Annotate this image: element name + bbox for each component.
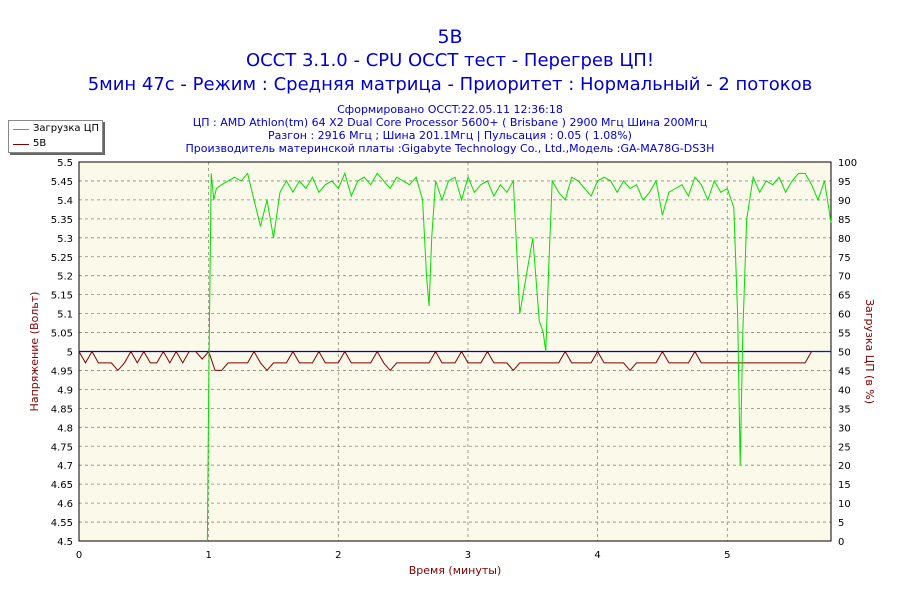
y-tick-label: 5.1 bbox=[57, 310, 73, 321]
info-generated: Сформировано OCCT:22.05.11 12:36:18 bbox=[337, 103, 563, 116]
y2-tick-label: 85 bbox=[838, 215, 851, 226]
y-tick-label: 5 bbox=[67, 348, 73, 359]
y-tick-label: 4.8 bbox=[57, 423, 73, 434]
y2-tick-label: 100 bbox=[838, 158, 857, 169]
y-tick-label: 4.7 bbox=[57, 461, 73, 472]
y-axis-label: Напряжение (Вольт) bbox=[28, 292, 41, 412]
y2-tick-label: 55 bbox=[838, 329, 851, 340]
chart-title-line1: 5В bbox=[437, 26, 463, 48]
y2-tick-label: 50 bbox=[838, 348, 851, 359]
y2-tick-label: 10 bbox=[838, 499, 851, 510]
y2-tick-label: 90 bbox=[838, 196, 851, 207]
series-line-5v bbox=[78, 350, 831, 372]
y-tick-label: 4.5 bbox=[57, 537, 73, 548]
y2-tick-label: 15 bbox=[838, 480, 851, 491]
y2-tick-label: 70 bbox=[838, 272, 851, 283]
y-tick-label: 5.05 bbox=[51, 329, 73, 340]
y-tick-label: 5.5 bbox=[57, 158, 73, 169]
info-cpu: ЦП : AMD Athlon(tm) 64 X2 Dual Core Proc… bbox=[192, 116, 708, 129]
y2-tick-label: 25 bbox=[838, 442, 851, 453]
y2-tick-label: 0 bbox=[838, 537, 844, 548]
x-tick-label: 3 bbox=[465, 550, 471, 561]
info-motherboard: Производитель материнской платы :Gigabyt… bbox=[185, 142, 715, 155]
y-tick-label: 4.6 bbox=[57, 499, 73, 510]
y2-tick-label: 60 bbox=[838, 310, 851, 321]
y-tick-label: 5.15 bbox=[51, 291, 73, 302]
x-tick-label: 0 bbox=[76, 550, 82, 561]
legend-item-5v: 5В bbox=[9, 137, 102, 151]
y2-tick-label: 35 bbox=[838, 404, 851, 415]
info-overclock: Разгон : 2916 Мгц ; Шина 201.1Мгц | Пуль… bbox=[268, 129, 632, 142]
x-axis-label: Время (минуты) bbox=[409, 564, 502, 577]
y-tick-label: 5.25 bbox=[51, 253, 73, 264]
y-tick-label: 5.35 bbox=[51, 215, 73, 226]
y2-tick-label: 20 bbox=[838, 461, 851, 472]
chart-title-line3: 5мин 47с - Режим : Средняя матрица - При… bbox=[87, 74, 813, 95]
y-tick-label: 4.95 bbox=[51, 366, 73, 377]
y2-tick-label: 65 bbox=[838, 291, 851, 302]
y2-tick-label: 80 bbox=[838, 234, 851, 245]
y2-tick-label: 5 bbox=[838, 518, 844, 529]
y2-tick-label: 30 bbox=[838, 423, 851, 434]
x-tick-label: 4 bbox=[594, 550, 600, 561]
legend-label-5v: 5В bbox=[33, 138, 47, 149]
x-tick-label: 1 bbox=[205, 550, 211, 561]
y2-tick-label: 45 bbox=[838, 366, 851, 377]
x-tick-label: 5 bbox=[724, 550, 730, 561]
y-tick-label: 4.55 bbox=[51, 518, 73, 529]
y-tick-label: 5.2 bbox=[57, 272, 73, 283]
series-line-cpu-load bbox=[206, 171, 832, 542]
y-tick-label: 4.75 bbox=[51, 442, 73, 453]
legend: Загрузка ЦП 5В bbox=[8, 120, 103, 153]
y-tick-label: 4.9 bbox=[57, 385, 73, 396]
y2-tick-label: 95 bbox=[838, 177, 851, 188]
chart-title-line2: OCCT 3.1.0 - CPU OCCT тест - Перегрев ЦП… bbox=[245, 50, 655, 71]
legend-label-cpu-load: Загрузка ЦП bbox=[33, 123, 100, 134]
y-tick-label: 5.3 bbox=[57, 234, 73, 245]
legend-item-cpu-load: Загрузка ЦП bbox=[9, 122, 102, 136]
legend-swatch-cpu-load bbox=[13, 129, 29, 130]
y-tick-label: 4.85 bbox=[51, 404, 73, 415]
y-tick-label: 5.45 bbox=[51, 177, 73, 188]
y2-tick-label: 40 bbox=[838, 385, 851, 396]
y-tick-label: 5.4 bbox=[57, 196, 73, 207]
y2-axis-label: Загрузка ЦП (в %) bbox=[863, 299, 876, 404]
y-tick-label: 4.65 bbox=[51, 480, 73, 491]
x-tick-label: 2 bbox=[335, 550, 341, 561]
legend-swatch-5v bbox=[13, 144, 29, 145]
y2-tick-label: 75 bbox=[838, 253, 851, 264]
